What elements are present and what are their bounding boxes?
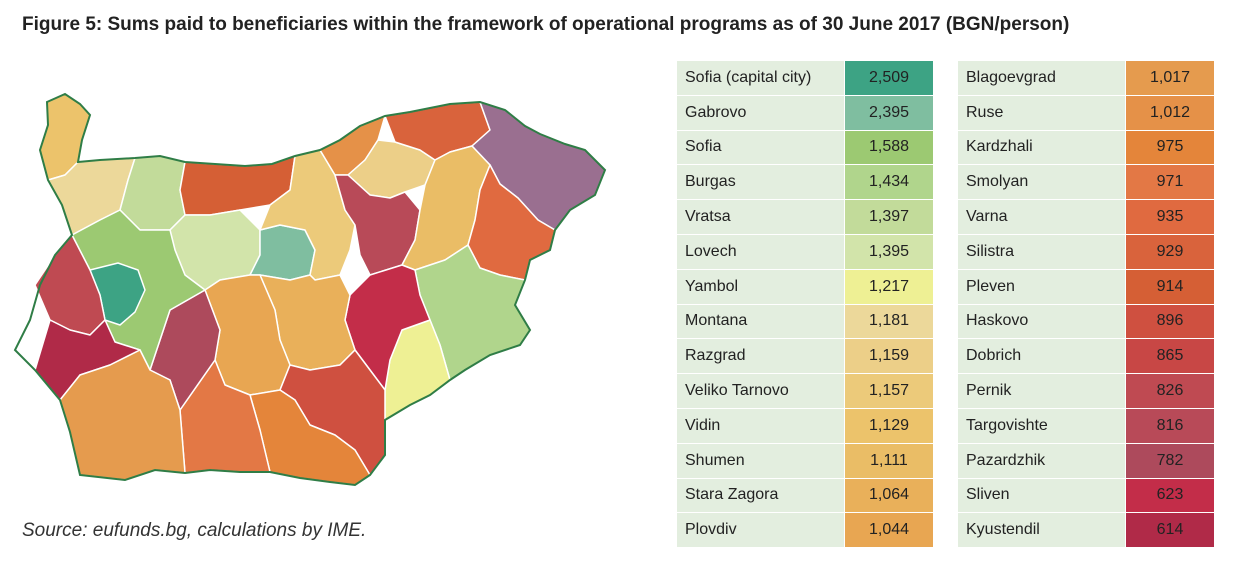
- figure-title: Figure 5: Sums paid to beneficiaries wit…: [22, 14, 1070, 35]
- table-row-kardzhali: Kardzhali 975: [958, 130, 1214, 166]
- region-name: Varna: [958, 199, 1126, 235]
- region-name: Pleven: [958, 269, 1126, 305]
- table-row-sofia-capital-city: Sofia (capital city) 2,509: [677, 61, 933, 96]
- ranking-table-left: Sofia (capital city) 2,509 Gabrovo 2,395 Sof…: [677, 61, 933, 549]
- region-value: 1,434: [844, 164, 933, 201]
- region-name: Montana: [677, 304, 845, 340]
- table-row-dobrich: Dobrich 865: [958, 338, 1214, 375]
- table-row-ruse: Ruse 1,012: [958, 95, 1214, 131]
- table-row-silistra: Silistra 929: [958, 234, 1214, 270]
- region-value: 782: [1125, 443, 1214, 479]
- source-note: Source: eufunds.bg, calculations by IME.: [22, 520, 367, 541]
- region-name: Yambol: [677, 269, 845, 305]
- region-value: 1,588: [844, 130, 933, 166]
- region-name: Veliko Tarnovo: [677, 373, 845, 409]
- region-name: Kyustendil: [958, 512, 1126, 549]
- region-name: Sofia: [677, 130, 845, 166]
- region-value: 1,111: [844, 443, 933, 479]
- table-row-vidin: Vidin 1,129: [677, 408, 933, 444]
- table-row-pleven: Pleven 914: [958, 269, 1214, 305]
- table-row-gabrovo: Gabrovo 2,395: [677, 95, 933, 131]
- region-name: Gabrovo: [677, 95, 845, 131]
- region-name: Dobrich: [958, 338, 1126, 375]
- table-row-pazardzhik: Pazardzhik 782: [958, 443, 1214, 479]
- region-value: 1,017: [1125, 61, 1214, 96]
- table-row-montana: Montana 1,181: [677, 304, 933, 340]
- table-row-yambol: Yambol 1,217: [677, 269, 933, 305]
- region-name: Smolyan: [958, 164, 1126, 201]
- region-value: 1,012: [1125, 95, 1214, 131]
- region-name: Ruse: [958, 95, 1126, 131]
- region-name: Vratsa: [677, 199, 845, 235]
- region-name: Vidin: [677, 408, 845, 444]
- region-name: Haskovo: [958, 304, 1126, 340]
- region-value: 971: [1125, 164, 1214, 201]
- region-value: 929: [1125, 234, 1214, 270]
- region-value: 1,181: [844, 304, 933, 340]
- ranking-table-right: Blagoevgrad 1,017 Ruse 1,012 Kardzhali 975 Smo…: [958, 61, 1214, 549]
- region-name: Razgrad: [677, 338, 845, 375]
- region-value: 826: [1125, 373, 1214, 409]
- region-name: Pazardzhik: [958, 443, 1126, 479]
- table-row-razgrad: Razgrad 1,159: [677, 338, 933, 375]
- table-row-lovech: Lovech 1,395: [677, 234, 933, 270]
- region-value: 1,157: [844, 373, 933, 409]
- region-name: Stara Zagora: [677, 478, 845, 514]
- table-row-smolyan: Smolyan 971: [958, 164, 1214, 201]
- region-name: Blagoevgrad: [958, 61, 1126, 96]
- table-row-haskovo: Haskovo 896: [958, 304, 1214, 340]
- table-row-varna: Varna 935: [958, 199, 1214, 235]
- table-row-blagoevgrad: Blagoevgrad 1,017: [958, 61, 1214, 96]
- region-value: 896: [1125, 304, 1214, 340]
- table-row-targovishte: Targovishte 816: [958, 408, 1214, 444]
- region-value: 865: [1125, 338, 1214, 375]
- region-value: 1,129: [844, 408, 933, 444]
- table-row-sliven: Sliven 623: [958, 478, 1214, 514]
- table-row-pernik: Pernik 826: [958, 373, 1214, 409]
- bulgaria-map: [13, 92, 607, 487]
- region-value: 2,395: [844, 95, 933, 131]
- region-name: Plovdiv: [677, 512, 845, 549]
- region-name: Silistra: [958, 234, 1126, 270]
- region-value: 816: [1125, 408, 1214, 444]
- table-row-plovdiv: Plovdiv 1,044: [677, 512, 933, 549]
- region-name: Kardzhali: [958, 130, 1126, 166]
- region-value: 623: [1125, 478, 1214, 514]
- region-value: 1,397: [844, 199, 933, 235]
- table-row-sofia: Sofia 1,588: [677, 130, 933, 166]
- region-name: Shumen: [677, 443, 845, 479]
- region-value: 2,509: [844, 61, 933, 96]
- region-name: Burgas: [677, 164, 845, 201]
- region-name: Sofia (capital city): [677, 61, 845, 96]
- region-value: 1,044: [844, 512, 933, 549]
- table-row-veliko-tarnovo: Veliko Tarnovo 1,157: [677, 373, 933, 409]
- region-value: 1,159: [844, 338, 933, 375]
- region-name: Lovech: [677, 234, 845, 270]
- region-name: Targovishte: [958, 408, 1126, 444]
- table-row-vratsa: Vratsa 1,397: [677, 199, 933, 235]
- region-value: 1,217: [844, 269, 933, 305]
- region-value: 975: [1125, 130, 1214, 166]
- table-row-shumen: Shumen 1,111: [677, 443, 933, 479]
- region-name: Sliven: [958, 478, 1126, 514]
- table-row-burgas: Burgas 1,434: [677, 164, 933, 201]
- country-outline: [13, 92, 607, 487]
- region-value: 1,064: [844, 478, 933, 514]
- region-value: 614: [1125, 512, 1214, 549]
- table-row-stara-zagora: Stara Zagora 1,064: [677, 478, 933, 514]
- table-row-kyustendil: Kyustendil 614: [958, 512, 1214, 549]
- region-value: 914: [1125, 269, 1214, 305]
- region-value: 1,395: [844, 234, 933, 270]
- region-gabrovo: [249, 224, 316, 281]
- region-name: Pernik: [958, 373, 1126, 409]
- region-value: 935: [1125, 199, 1214, 235]
